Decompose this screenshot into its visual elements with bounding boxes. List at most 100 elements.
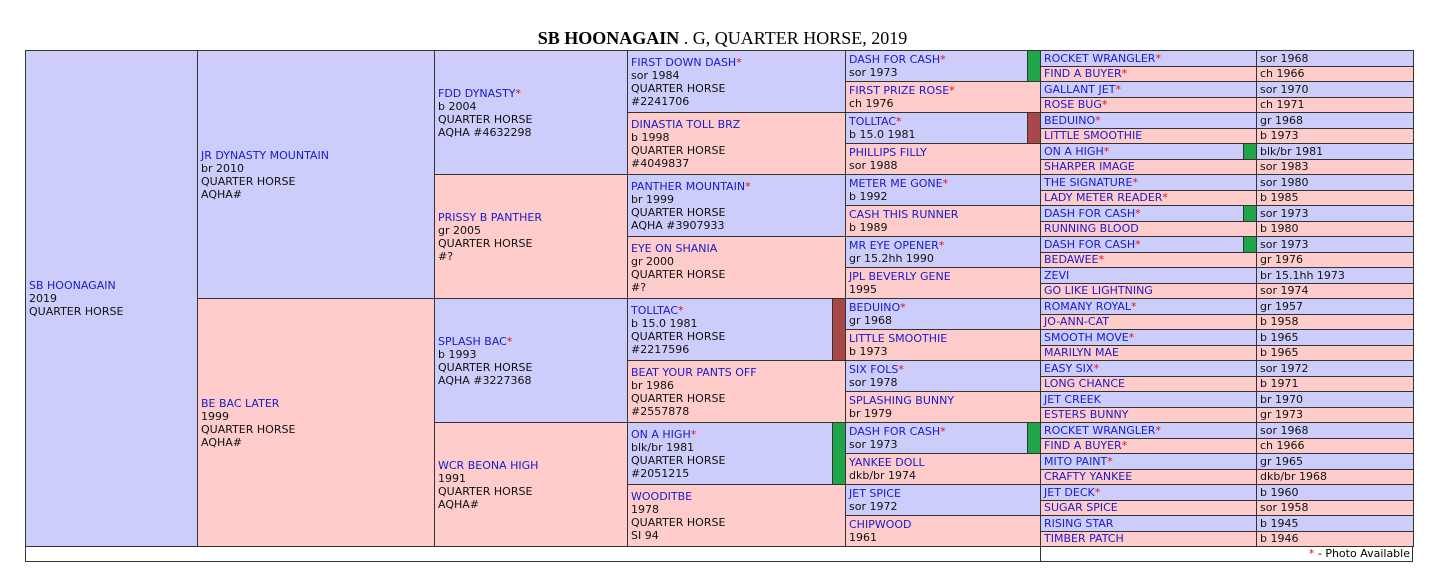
horse-name[interactable]: BEDUINO: [849, 301, 901, 314]
horse-info: br 1970: [1260, 392, 1303, 406]
horse-info: sor 1968: [1260, 423, 1309, 437]
photo-star: *: [1155, 423, 1161, 437]
horse-name[interactable]: ROCKET WRANGLER: [1044, 423, 1156, 437]
horse-name[interactable]: JR DYNASTY MOUNTAIN: [201, 148, 329, 162]
horse-cell: b 1985: [1256, 189, 1414, 206]
name-line: TIMBER PATCH: [1044, 532, 1253, 545]
horse-cell: TIMBER PATCH: [1040, 530, 1257, 547]
horse-name[interactable]: WOODITBE: [631, 489, 693, 503]
photo-star: *: [1132, 175, 1138, 189]
horse-name[interactable]: SHARPER IMAGE: [1044, 160, 1135, 174]
horse-name[interactable]: WCR BEONA HIGH: [438, 458, 539, 472]
name-line: DASH FOR CASH*: [1044, 238, 1253, 251]
horse-info: sor 1973: [1260, 206, 1309, 220]
horse-name[interactable]: JO-ANN-CAT: [1044, 315, 1109, 329]
horse-name[interactable]: SIX FOLS: [849, 363, 899, 376]
horse-name[interactable]: SMOOTH MOVE: [1044, 330, 1129, 344]
horse-name[interactable]: ROSE BUG: [1044, 98, 1102, 112]
photo-star: *: [1130, 299, 1137, 313]
horse-name[interactable]: FDD DYNASTY: [438, 86, 516, 100]
inbreeding-marker: [1027, 113, 1040, 143]
horse-name[interactable]: ZEVI: [1044, 268, 1070, 282]
horse-cell: PHILLIPS FILLY sor 1988: [845, 143, 1041, 175]
horse-cell: ROCKET WRANGLER*: [1040, 422, 1257, 439]
horse-name[interactable]: MITO PAINT: [1044, 454, 1108, 468]
horse-name[interactable]: BEDAWEE: [1044, 253, 1099, 267]
horse-info: sor 1968: [1260, 51, 1309, 65]
name-line: RISING STAR: [1044, 517, 1253, 530]
horse-name[interactable]: TOLLTAC: [849, 115, 896, 128]
horse-name[interactable]: FIRST PRIZE ROSE: [849, 84, 950, 97]
horse-name[interactable]: PRISSY B PANTHER: [438, 210, 543, 224]
horse-name[interactable]: BEDUINO: [1044, 113, 1096, 127]
horse-name[interactable]: FIND A BUYER: [1044, 67, 1122, 81]
horse-cell: BEDUINO* gr 1968: [845, 298, 1041, 330]
horse-name[interactable]: ESTERS BUNNY: [1044, 408, 1129, 422]
horse-name[interactable]: LONG CHANCE: [1044, 377, 1125, 391]
horse-name[interactable]: PANTHER MOUNTAIN: [631, 179, 746, 193]
horse-name[interactable]: GALLANT JET: [1044, 82, 1116, 96]
horse-cell: b 1960: [1256, 484, 1414, 501]
horse-name[interactable]: LITTLE SMOOTHIE: [849, 332, 948, 345]
horse-name[interactable]: ON A HIGH: [1044, 144, 1104, 158]
horse-name[interactable]: RUNNING BLOOD: [1044, 222, 1139, 236]
horse-name[interactable]: MR EYE OPENER: [849, 239, 939, 252]
horse-detail: #2217596: [631, 342, 690, 356]
horse-name[interactable]: GO LIKE LIGHTNING: [1044, 284, 1153, 298]
inbreeding-marker: [1243, 144, 1256, 159]
horse-detail: #?: [631, 280, 647, 294]
horse-name[interactable]: TIMBER PATCH: [1044, 532, 1124, 546]
name-line: GALLANT JET*: [1044, 83, 1253, 96]
name-line: LITTLE SMOOTHIE: [849, 332, 1037, 345]
horse-cell: FIRST DOWN DASH* sor 1984 QUARTER HORSE #22…: [627, 50, 846, 113]
name-line: METER ME GONE*: [849, 177, 1037, 190]
horse-name[interactable]: THE SIGNATURE: [1044, 175, 1133, 189]
horse-info: b 1965: [1260, 330, 1299, 344]
horse-detail: b 1973: [849, 345, 888, 358]
horse-name[interactable]: JPL BEVERLY GENE: [849, 270, 951, 283]
horse-detail: QUARTER HORSE: [631, 329, 726, 343]
horse-name[interactable]: EASY SIX: [1044, 361, 1094, 375]
horse-name[interactable]: DASH FOR CASH: [1044, 237, 1136, 251]
horse-name[interactable]: JET SPICE: [849, 487, 901, 500]
horse-name[interactable]: SB HOONAGAIN: [29, 279, 116, 292]
horse-cell: b 1945: [1256, 515, 1414, 532]
horse-name[interactable]: BEAT YOUR PANTS OFF: [631, 365, 757, 379]
name-line: JR DYNASTY MOUNTAIN: [201, 149, 431, 162]
horse-name[interactable]: CHIPWOOD: [849, 518, 912, 531]
horse-name[interactable]: DASH FOR CASH: [849, 53, 941, 66]
horse-name[interactable]: DASH FOR CASH: [849, 425, 941, 438]
horse-cell: ROMANY ROYAL*: [1040, 298, 1257, 315]
horse-name[interactable]: ON A HIGH: [631, 427, 691, 441]
horse-name[interactable]: FIRST DOWN DASH: [631, 55, 737, 69]
horse-detail: b 1993: [438, 347, 477, 361]
horse-name[interactable]: TOLLTAC: [631, 303, 678, 317]
horse-name[interactable]: EYE ON SHANIA: [631, 241, 718, 255]
horse-name[interactable]: SUGAR SPICE: [1044, 501, 1118, 515]
horse-name[interactable]: JET DECK: [1044, 485, 1095, 499]
horse-name[interactable]: SPLASHING BUNNY: [849, 394, 955, 407]
horse-name[interactable]: RISING STAR: [1044, 516, 1114, 530]
horse-name[interactable]: LITTLE SMOOTHIE: [1044, 129, 1143, 143]
horse-name[interactable]: DINASTIA TOLL BRZ: [631, 117, 741, 131]
horse-name[interactable]: YANKEE DOLL: [849, 456, 925, 469]
horse-name[interactable]: METER ME GONE: [849, 177, 943, 190]
horse-name[interactable]: CASH THIS RUNNER: [849, 208, 959, 221]
horse-name[interactable]: PHILLIPS FILLY: [849, 146, 927, 159]
horse-name[interactable]: BE BAC LATER: [201, 396, 280, 410]
horse-name[interactable]: DASH FOR CASH: [1044, 206, 1136, 220]
horse-name[interactable]: ROMANY ROYAL: [1044, 299, 1131, 313]
horse-detail: 1995: [849, 283, 877, 296]
horse-name[interactable]: MARILYN MAE: [1044, 346, 1119, 360]
horse-info: gr 1968: [1260, 113, 1303, 127]
horse-name[interactable]: LADY METER READER: [1044, 191, 1163, 205]
inbreeding-marker: [1027, 423, 1040, 453]
horse-name[interactable]: ROCKET WRANGLER: [1044, 51, 1156, 65]
horse-name[interactable]: FIND A BUYER: [1044, 439, 1122, 453]
horse-cell: gr 1968: [1256, 112, 1414, 129]
name-line: LADY METER READER*: [1044, 191, 1253, 204]
horse-name[interactable]: JET CREEK: [1044, 392, 1101, 406]
horse-name[interactable]: CRAFTY YANKEE: [1044, 470, 1133, 484]
horse-name[interactable]: SPLASH BAC: [438, 334, 507, 348]
name-line: MARILYN MAE: [1044, 346, 1253, 359]
